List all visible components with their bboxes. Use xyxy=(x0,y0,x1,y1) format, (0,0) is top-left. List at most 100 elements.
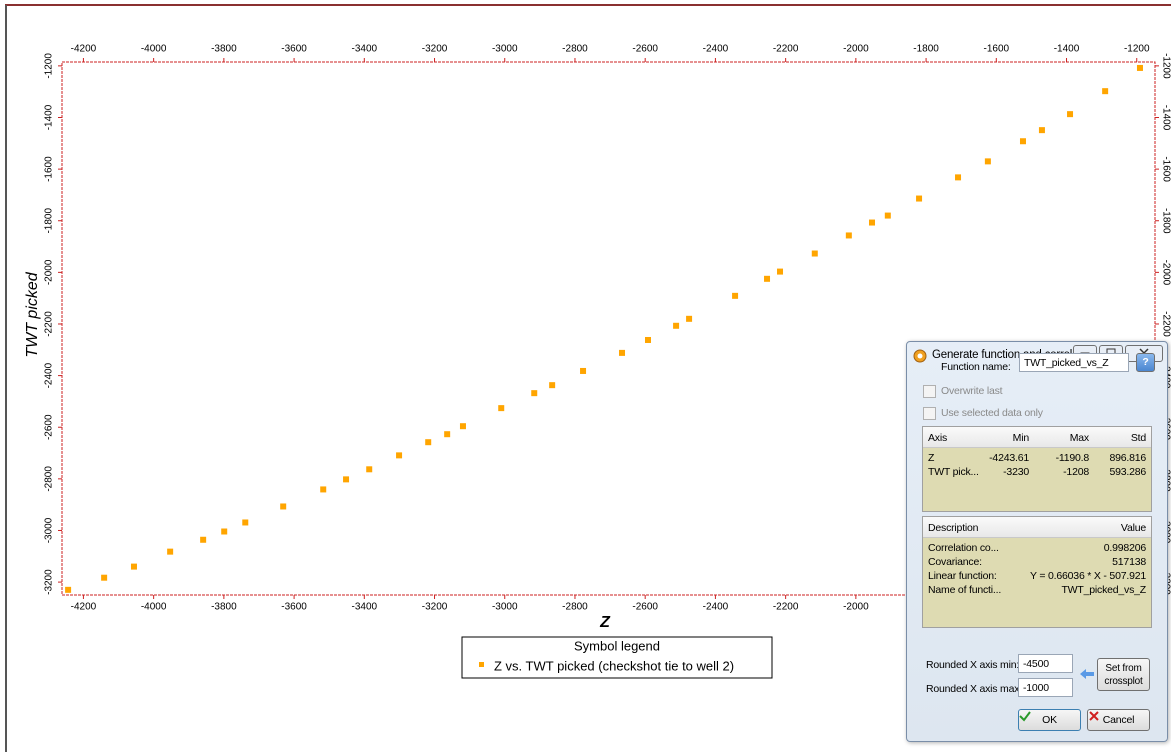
point xyxy=(984,158,991,165)
function-name-label: Function name: xyxy=(941,361,1011,373)
y-tick-label: -3200 xyxy=(44,569,55,595)
point xyxy=(1102,88,1109,95)
point xyxy=(777,268,784,275)
header-cell: Min xyxy=(1012,432,1030,444)
header-cell: Axis xyxy=(928,432,948,444)
x-tick-label: -3200 xyxy=(422,44,448,55)
x-tick-label: -3400 xyxy=(352,44,378,55)
y-tick-label: -2200 xyxy=(1160,311,1171,337)
checkbox-label: Use selected data only xyxy=(941,407,1043,419)
x-tick-label: -2400 xyxy=(703,602,729,613)
x-tick-label: -4000 xyxy=(141,602,167,613)
x-tick-label: -2200 xyxy=(773,602,799,613)
cancel-button[interactable]: Cancel xyxy=(1087,709,1150,731)
x-tick-label: -4200 xyxy=(71,602,97,613)
x-tick-label: -3000 xyxy=(492,602,518,613)
dialog-icon xyxy=(913,349,927,363)
legend-entry: Z vs. TWT picked (checkshot tie to well … xyxy=(494,658,734,673)
point xyxy=(396,452,403,459)
dialog: Generate function and correl... Function… xyxy=(906,341,1168,742)
x-tick-label: -3200 xyxy=(422,602,448,613)
y-tick-label: -1200 xyxy=(1160,53,1171,79)
point xyxy=(200,536,207,543)
header-cell: Std xyxy=(1130,432,1146,444)
x-tick-label: -2000 xyxy=(843,44,869,55)
cancel-label: Cancel xyxy=(1102,714,1135,726)
y-axis-label: TWT picked xyxy=(24,271,41,357)
y-tick-label: -2800 xyxy=(44,466,55,492)
table-cell: Z xyxy=(928,452,935,464)
y-tick-label: -2200 xyxy=(44,311,55,337)
y-tick-label: -1200 xyxy=(44,53,55,79)
point xyxy=(242,519,249,526)
point xyxy=(65,586,72,593)
point xyxy=(280,503,287,510)
x-tick-label: -2600 xyxy=(632,44,658,55)
point xyxy=(764,275,771,282)
y-tick-label: -1800 xyxy=(1160,208,1171,234)
table-header: Description Value xyxy=(923,517,1151,538)
arrow-icon xyxy=(1080,669,1094,679)
y-tick-label: -2400 xyxy=(44,362,55,388)
table-cell: 0.998206 xyxy=(1103,542,1146,554)
point xyxy=(916,195,923,202)
axis-table: Axis Min Max Std Z -4243.61 -1190.8 896.… xyxy=(922,426,1152,512)
table-cell: TWT pick... xyxy=(928,466,979,478)
point xyxy=(343,476,350,483)
point xyxy=(366,466,373,473)
checkbox-label: Overwrite last xyxy=(941,385,1003,397)
x-tick-label: -3800 xyxy=(211,602,237,613)
point xyxy=(673,322,680,329)
legend-marker xyxy=(479,662,484,667)
point xyxy=(845,232,852,239)
y-tick-label: -1600 xyxy=(1160,156,1171,182)
point xyxy=(580,367,587,374)
y-tick-label: -2000 xyxy=(1160,260,1171,286)
x-tick-label: -2000 xyxy=(843,602,869,613)
point xyxy=(732,292,739,299)
point xyxy=(619,349,626,356)
point xyxy=(444,431,451,438)
x-tick-label: -2400 xyxy=(703,44,729,55)
plot-frame xyxy=(61,61,1156,596)
point xyxy=(221,528,228,535)
table-cell: 593.286 xyxy=(1109,466,1146,478)
point xyxy=(167,548,174,555)
x-tick-label: -3600 xyxy=(281,44,307,55)
table-header: Axis Min Max Std xyxy=(923,427,1151,448)
point xyxy=(1136,64,1143,71)
x-axis-label: Z xyxy=(599,614,611,631)
x-tick-label: -4000 xyxy=(141,44,167,55)
y-tick-label: -1400 xyxy=(1160,105,1171,131)
x-tick-label: -2800 xyxy=(562,602,588,613)
y-tick-label: -1600 xyxy=(44,156,55,182)
point xyxy=(459,423,466,430)
table-cell: Name of functi... xyxy=(928,584,1002,596)
point xyxy=(1038,127,1045,134)
function-name-input[interactable]: TWT_picked_vs_Z xyxy=(1019,353,1129,372)
point xyxy=(869,219,876,226)
help-button[interactable]: ? xyxy=(1136,353,1155,372)
point xyxy=(884,212,891,219)
stats-table: Description Value Correlation co... 0.99… xyxy=(922,516,1152,628)
header-cell: Max xyxy=(1069,432,1089,444)
rounded-min-label: Rounded X axis min: xyxy=(926,659,1020,671)
x-tick-label: -1800 xyxy=(913,44,939,55)
checkbox[interactable] xyxy=(923,385,936,398)
y-tick-label: -3000 xyxy=(44,517,55,543)
set-from-crossplot-button[interactable]: Set from crossplot xyxy=(1097,658,1150,691)
rounded-max-input[interactable]: -1000 xyxy=(1018,678,1073,697)
x-tick-label: -3000 xyxy=(492,44,518,55)
table-cell: -1208 xyxy=(1063,466,1089,478)
rounded-max-label: Rounded X axis max: xyxy=(926,683,1023,695)
table-cell: -4243.61 xyxy=(989,452,1029,464)
x-tick-label: -1600 xyxy=(984,44,1010,55)
header-cell: Description xyxy=(928,522,979,534)
point xyxy=(130,563,137,570)
ok-button[interactable]: OK xyxy=(1018,709,1081,731)
table-cell: Linear function: xyxy=(928,570,997,582)
checkbox[interactable] xyxy=(923,407,936,420)
table-cell: Covariance: xyxy=(928,556,982,568)
rounded-min-input[interactable]: -4500 xyxy=(1018,654,1073,673)
